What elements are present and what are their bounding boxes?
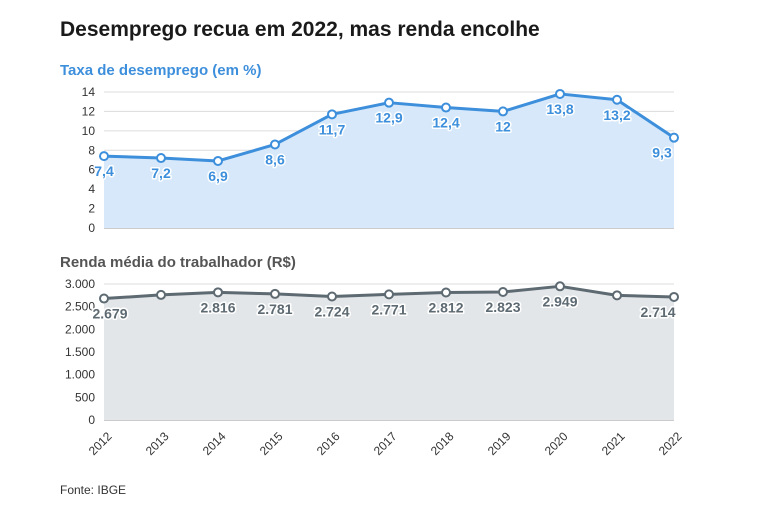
income-chart-title: Renda média do trabalhador (R$) [60, 254, 296, 271]
income-y-tick-label: 2.500 [65, 300, 95, 314]
income-data-point [213, 287, 223, 298]
income-data-point [555, 281, 565, 292]
unemployment-data-point [612, 94, 622, 105]
unemployment-data-point [441, 102, 451, 113]
source-note: Fonte: IBGE [60, 483, 127, 497]
unemployment-chart-title: Taxa de desemprego (em %) [60, 62, 262, 79]
unemployment-data-label: 8,6 [265, 151, 285, 167]
unemployment-y-tick-label: 4 [88, 182, 95, 196]
x-tick-label: 2019 [485, 429, 514, 458]
unemployment-y-tick-label: 8 [88, 143, 95, 157]
unemployment-data-point [498, 106, 508, 117]
income-data-label: 2.816 [200, 299, 235, 315]
x-tick-label: 2015 [257, 429, 286, 458]
income-data-point [384, 289, 394, 300]
income-data-label: 2.771 [371, 301, 406, 317]
income-data-point [669, 291, 679, 302]
x-tick-label: 2021 [599, 429, 628, 458]
income-y-tick-label: 1.500 [65, 345, 95, 359]
unemployment-data-label: 12,9 [375, 110, 402, 126]
income-data-point [156, 289, 166, 300]
unemployment-data-point [327, 109, 337, 120]
unemployment-y-tick-label: 0 [88, 221, 95, 235]
unemployment-data-point [213, 155, 223, 166]
unemployment-data-point [99, 151, 109, 162]
unemployment-data-point [384, 97, 394, 108]
income-data-label: 2.812 [428, 300, 463, 316]
income-data-label: 2.679 [92, 306, 127, 322]
unemployment-data-label: 13,2 [603, 107, 630, 123]
income-data-label: 2.781 [257, 301, 292, 317]
income-data-point [99, 293, 109, 304]
income-data-point [327, 291, 337, 302]
income-data-label: 2.823 [485, 299, 520, 315]
x-tick-label: 2017 [371, 429, 400, 458]
income-data-label: 2.949 [542, 293, 577, 309]
income-data-point [498, 287, 508, 298]
income-area [104, 286, 674, 420]
unemployment-data-point [555, 88, 565, 99]
unemployment-data-point [156, 153, 166, 164]
income-data-point [612, 290, 622, 301]
unemployment-data-label: 9,3 [652, 145, 672, 161]
chart-title: Desemprego recua em 2022, mas renda enco… [60, 18, 540, 41]
income-data-point [270, 288, 280, 299]
unemployment-data-label: 11,7 [319, 121, 346, 137]
unemployment-data-label: 7,2 [151, 165, 171, 181]
unemployment-y-tick-label: 14 [82, 85, 96, 99]
income-panel: 0 500 1.000 1.500 2.000 2.500 3.000 2.679 2.816 2… [65, 277, 679, 427]
unemployment-data-label: 13,8 [546, 101, 573, 117]
x-tick-label: 2018 [428, 429, 457, 458]
unemployment-data-point [270, 139, 280, 150]
income-y-tick-label: 1.000 [65, 368, 95, 382]
unemployment-y-tick-label: 2 [88, 202, 95, 216]
x-tick-label: 2012 [86, 429, 115, 458]
unemployment-y-tick-label: 6 [88, 163, 95, 177]
unemployment-area [104, 93, 674, 228]
income-y-tick-label: 0 [88, 413, 95, 427]
unemployment-panel: 0 2 4 6 8 10 12 14 7,4 7,2 6,9 8,6 11,7 12,9 12,4 12 13,… [82, 85, 679, 235]
income-data-label: 2.714 [640, 304, 675, 320]
unemployment-data-label: 12,4 [432, 115, 459, 131]
x-tick-label: 2013 [143, 429, 172, 458]
x-tick-label: 2016 [314, 429, 343, 458]
unemployment-y-tick-label: 10 [82, 124, 96, 138]
x-tick-label: 2020 [542, 429, 571, 458]
unemployment-data-label: 12 [495, 118, 511, 134]
income-data-point [441, 287, 451, 298]
x-tick-label: 2022 [656, 429, 685, 458]
income-data-label: 2.724 [314, 304, 349, 320]
income-y-tick-label: 3.000 [65, 277, 95, 291]
unemployment-data-point [669, 132, 679, 143]
unemployment-data-label: 6,9 [208, 168, 228, 184]
income-y-tick-label: 500 [75, 390, 95, 404]
income-y-tick-label: 2.000 [65, 322, 95, 336]
unemployment-y-tick-label: 12 [82, 104, 96, 118]
x-tick-label: 2014 [200, 429, 229, 458]
unemployment-data-label: 7,4 [94, 163, 114, 179]
